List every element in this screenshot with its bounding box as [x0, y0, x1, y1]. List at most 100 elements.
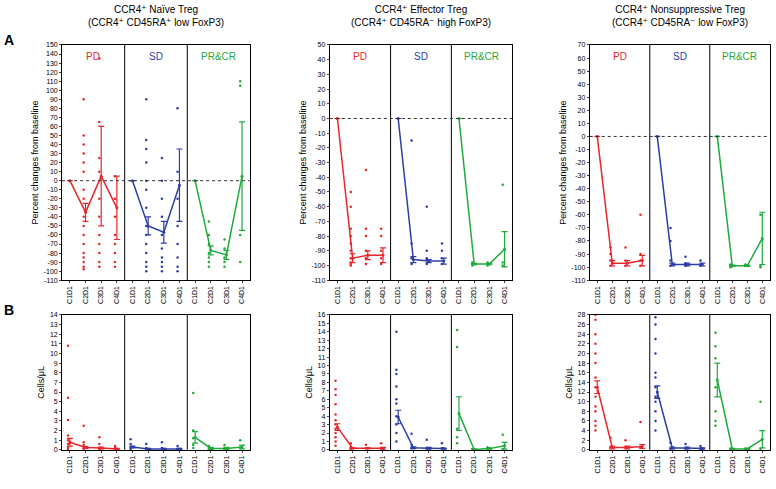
svg-text:1: 1	[54, 437, 58, 444]
svg-text:C3D1: C3D1	[160, 456, 167, 474]
svg-text:11: 11	[50, 340, 57, 347]
svg-text:8: 8	[54, 369, 58, 376]
svg-text:C3D1: C3D1	[160, 286, 167, 304]
svg-text:PD: PD	[86, 51, 100, 62]
svg-text:40: 40	[318, 56, 326, 63]
svg-text:C3D1: C3D1	[425, 456, 432, 474]
svg-text:C2D1: C2D1	[82, 286, 89, 304]
svg-text:C4D1: C4D1	[176, 456, 183, 474]
svg-text:PR&CR: PR&CR	[722, 51, 757, 62]
svg-text:12: 12	[50, 331, 58, 338]
svg-text:90: 90	[50, 96, 58, 103]
svg-text:CCR4⁺ Naïve Treg(CCR4⁺ CD45RA⁺: CCR4⁺ Naïve Treg(CCR4⁺ CD45RA⁺ low FoxP3…	[88, 4, 224, 28]
svg-text:10: 10	[50, 168, 58, 175]
svg-text:A: A	[4, 32, 14, 48]
svg-text:C3D1: C3D1	[624, 456, 631, 474]
svg-text:C2D1: C2D1	[609, 286, 616, 304]
svg-text:C3D1: C3D1	[223, 456, 230, 474]
svg-text:-70: -70	[48, 240, 58, 247]
svg-text:60: 60	[50, 123, 58, 130]
svg-text:3: 3	[54, 417, 58, 424]
svg-text:-90: -90	[315, 247, 325, 254]
svg-text:80: 80	[50, 105, 58, 112]
svg-text:C1D1: C1D1	[594, 456, 601, 474]
svg-text:70: 70	[578, 41, 586, 48]
svg-text:130: 130	[46, 60, 58, 67]
svg-text:24: 24	[578, 331, 586, 338]
svg-text:16: 16	[318, 311, 326, 318]
svg-text:C3D1: C3D1	[684, 456, 691, 474]
svg-text:C4D1: C4D1	[699, 286, 706, 304]
svg-text:5: 5	[54, 398, 58, 405]
svg-text:2: 2	[54, 427, 58, 434]
svg-text:-50: -50	[315, 188, 325, 195]
svg-text:C2D1: C2D1	[669, 456, 676, 474]
svg-text:110: 110	[47, 78, 58, 85]
svg-text:-90: -90	[48, 259, 58, 266]
svg-text:Cells/μL: Cells/μL	[304, 366, 314, 399]
svg-text:22: 22	[578, 340, 586, 347]
svg-text:10: 10	[318, 100, 326, 107]
svg-text:C4D1: C4D1	[639, 456, 646, 474]
svg-text:-70: -70	[315, 218, 325, 225]
svg-text:2: 2	[321, 429, 325, 436]
svg-text:C3D1: C3D1	[624, 286, 631, 304]
svg-text:11: 11	[318, 354, 325, 361]
svg-text:9: 9	[321, 370, 325, 377]
svg-text:C3D1: C3D1	[97, 286, 104, 304]
svg-text:-60: -60	[575, 211, 585, 218]
svg-text:-80: -80	[315, 233, 325, 240]
svg-text:10: 10	[318, 362, 326, 369]
svg-text:13: 13	[50, 321, 58, 328]
svg-text:-20: -20	[48, 195, 58, 202]
svg-text:5: 5	[321, 404, 325, 411]
svg-text:0: 0	[321, 446, 325, 453]
svg-text:-30: -30	[315, 159, 325, 166]
svg-text:-110: -110	[572, 277, 586, 284]
svg-text:0: 0	[581, 133, 585, 140]
svg-text:70: 70	[50, 114, 58, 121]
svg-text:C4D1: C4D1	[379, 286, 386, 304]
svg-text:-80: -80	[48, 250, 58, 257]
svg-text:-90: -90	[575, 251, 585, 258]
svg-text:-70: -70	[575, 224, 585, 231]
svg-text:C2D1: C2D1	[669, 286, 676, 304]
svg-text:Cells/μL: Cells/μL	[564, 366, 574, 399]
svg-text:-100: -100	[571, 264, 585, 271]
svg-text:C1D1: C1D1	[455, 286, 462, 304]
svg-text:PR&CR: PR&CR	[201, 51, 236, 62]
svg-text:C1D1: C1D1	[191, 456, 198, 474]
svg-text:-30: -30	[575, 172, 585, 179]
svg-text:C3D1: C3D1	[744, 286, 751, 304]
svg-text:-40: -40	[575, 185, 585, 192]
svg-text:7: 7	[321, 387, 325, 394]
svg-text:-40: -40	[315, 174, 325, 181]
svg-text:C1D1: C1D1	[66, 286, 73, 304]
svg-text:4: 4	[321, 413, 325, 420]
svg-text:13: 13	[318, 337, 326, 344]
svg-text:C4D1: C4D1	[238, 456, 245, 474]
svg-text:140: 140	[46, 50, 58, 57]
svg-text:C2D1: C2D1	[82, 456, 89, 474]
svg-text:C3D1: C3D1	[486, 456, 493, 474]
svg-text:C4D1: C4D1	[440, 456, 447, 474]
svg-text:0: 0	[321, 115, 325, 122]
svg-text:-100: -100	[44, 268, 58, 275]
svg-text:-60: -60	[315, 203, 325, 210]
svg-text:-30: -30	[48, 204, 58, 211]
svg-text:1: 1	[321, 438, 325, 445]
svg-text:C2D1: C2D1	[144, 456, 151, 474]
svg-text:C1D1: C1D1	[334, 286, 341, 304]
svg-text:0: 0	[54, 446, 58, 453]
svg-text:C4D1: C4D1	[759, 286, 766, 304]
svg-text:C4D1: C4D1	[759, 456, 766, 474]
svg-text:C3D1: C3D1	[97, 456, 104, 474]
svg-text:C4D1: C4D1	[113, 286, 120, 304]
svg-text:C1D1: C1D1	[191, 286, 198, 304]
svg-text:C3D1: C3D1	[223, 286, 230, 304]
svg-text:100: 100	[46, 87, 58, 94]
svg-text:16: 16	[578, 369, 586, 376]
svg-text:12: 12	[318, 345, 326, 352]
svg-text:PR&CR: PR&CR	[464, 51, 499, 62]
svg-text:10: 10	[578, 120, 586, 127]
